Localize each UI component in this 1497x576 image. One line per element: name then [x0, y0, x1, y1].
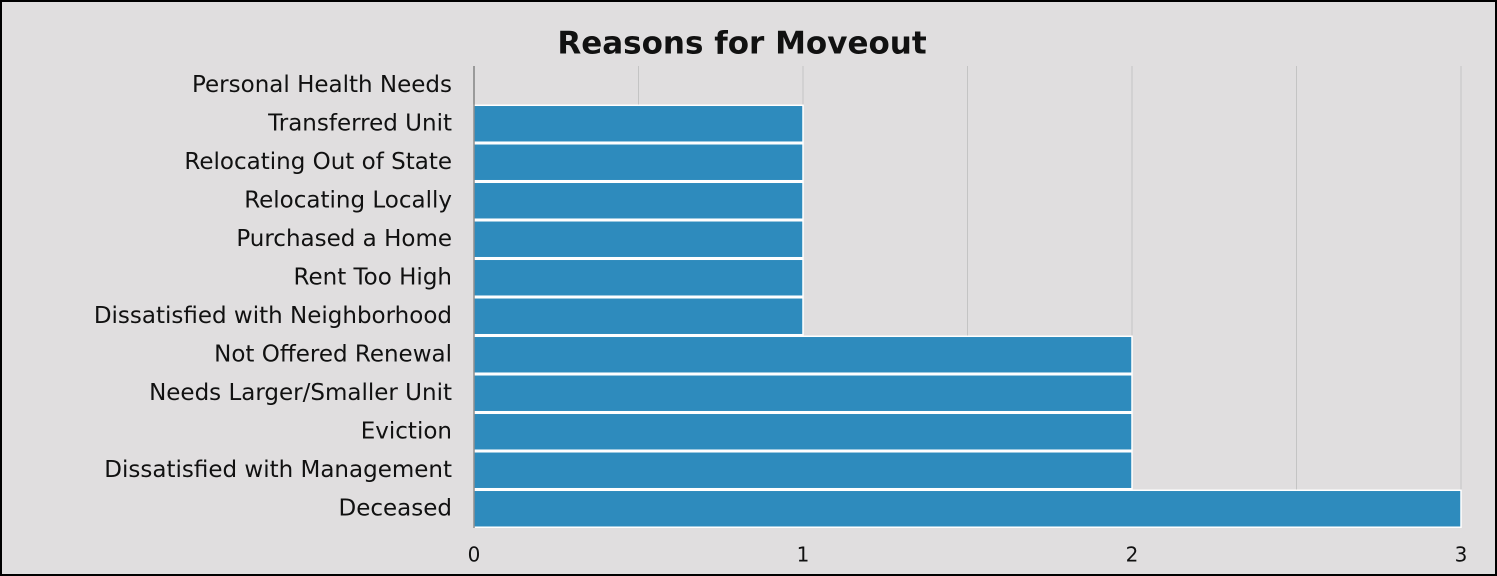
x-tick-label: 1	[797, 543, 810, 567]
bar	[473, 297, 804, 336]
y-tick-label: Relocating Out of State	[184, 149, 452, 175]
bar	[473, 220, 804, 259]
x-tick-label: 2	[1126, 543, 1139, 567]
bar	[473, 143, 804, 182]
bar	[473, 258, 804, 297]
y-tick-label: Rent Too High	[294, 264, 452, 290]
x-tick-label: 3	[1455, 543, 1468, 567]
x-tick-label: 0	[468, 543, 481, 567]
chart-title: Reasons for Moveout	[557, 26, 926, 62]
y-tick-label: Deceased	[339, 495, 452, 521]
bar	[473, 181, 804, 220]
y-tick-label: Dissatisfied with Neighborhood	[94, 303, 452, 329]
bar	[473, 451, 1133, 490]
y-tick-label: Eviction	[361, 418, 452, 444]
bar	[473, 335, 1133, 374]
y-tick-label: Dissatisfied with Management	[104, 457, 452, 483]
y-tick-label: Not Offered Renewal	[214, 341, 452, 367]
bar	[473, 412, 1133, 451]
y-tick-label: Personal Health Needs	[192, 72, 452, 98]
bar	[473, 374, 1133, 413]
y-tick-label: Transferred Unit	[267, 110, 452, 136]
bar	[473, 489, 1462, 528]
y-tick-label: Relocating Locally	[244, 187, 452, 213]
y-tick-label: Needs Larger/Smaller Unit	[149, 380, 452, 406]
bar	[473, 104, 804, 143]
y-tick-label: Purchased a Home	[236, 226, 452, 252]
